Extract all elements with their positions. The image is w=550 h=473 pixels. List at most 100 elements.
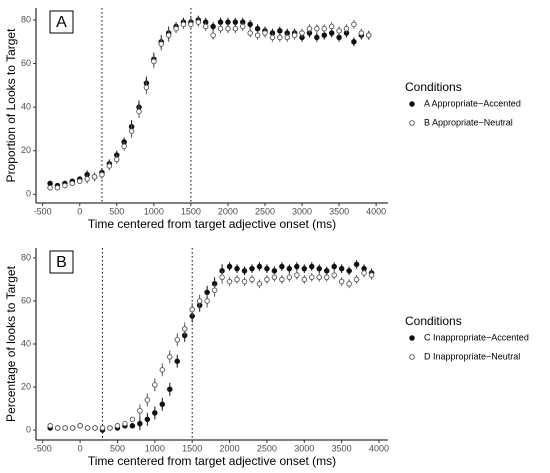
point (158, 41, 164, 47)
point (262, 30, 268, 36)
point (144, 416, 151, 423)
x-tick-label: 2000 (220, 443, 240, 453)
point (99, 171, 105, 178)
panel-label: B (56, 254, 67, 271)
legend-key (409, 354, 415, 360)
point (314, 25, 320, 32)
point (284, 34, 290, 41)
point (174, 358, 180, 364)
point (232, 19, 239, 25)
point (226, 263, 233, 270)
legend-key (409, 120, 415, 126)
x-tick-label: 500 (110, 443, 125, 453)
x-tick-label: 0 (78, 443, 83, 453)
point (106, 163, 113, 169)
y-tick-label: 80 (21, 14, 31, 24)
y-tick-label: 40 (21, 338, 31, 348)
point (314, 34, 320, 41)
y-tick-label: 20 (21, 381, 31, 391)
legend-label: B Appropriate−Neutral (424, 117, 513, 127)
point (122, 420, 128, 427)
point (225, 19, 231, 25)
y-tick-label: 60 (21, 295, 31, 305)
y-tick-label: 0 (26, 424, 31, 434)
point (254, 25, 261, 32)
point (249, 265, 255, 272)
point (196, 298, 203, 304)
point (331, 272, 337, 278)
x-tick-label: 3500 (329, 206, 349, 216)
point (137, 407, 143, 414)
panel-label-box (49, 250, 74, 274)
point (336, 34, 342, 41)
point (309, 274, 315, 281)
point (165, 32, 172, 38)
point (69, 180, 76, 187)
point (306, 25, 313, 32)
x-axis-label: Time centered from target adjective onse… (88, 454, 336, 468)
point (271, 268, 278, 274)
point (351, 21, 357, 28)
x-tick-label: 3000 (294, 443, 314, 453)
x-tick-label: 500 (109, 206, 124, 216)
point (77, 423, 83, 429)
x-tick-label: -500 (34, 206, 52, 216)
point (358, 30, 365, 36)
point (254, 32, 261, 38)
point (269, 34, 276, 41)
point (264, 276, 270, 283)
point (129, 423, 136, 429)
panel-label: A (56, 14, 67, 31)
point (271, 274, 278, 281)
point (225, 25, 231, 32)
point (114, 156, 120, 163)
point (151, 58, 157, 65)
point (137, 420, 143, 427)
point (264, 265, 270, 272)
point (338, 278, 345, 285)
point (129, 416, 136, 423)
point (256, 280, 263, 287)
point (316, 265, 322, 272)
point (331, 263, 337, 270)
point (219, 274, 225, 281)
legend-label: A Appropriate−Accented (424, 98, 521, 108)
legend-key (409, 101, 415, 107)
point (286, 265, 293, 272)
point (241, 268, 248, 274)
point (321, 25, 328, 32)
point (241, 278, 248, 285)
point (121, 143, 127, 150)
x-axis-label: Time centered from target adjective onse… (88, 217, 336, 231)
point (189, 306, 195, 313)
point (247, 21, 253, 28)
x-tick-label: 0 (77, 206, 82, 216)
point (180, 21, 187, 28)
y-axis-label: Percentage of looks to Target (4, 265, 18, 422)
point (286, 274, 293, 281)
point (210, 23, 216, 30)
point (351, 39, 357, 45)
legend-title: Conditions (405, 80, 462, 94)
point (346, 268, 352, 274)
point (204, 289, 210, 296)
point (323, 268, 330, 274)
point (240, 23, 246, 30)
point (91, 174, 98, 180)
point (84, 425, 91, 431)
x-tick-label: 1500 (181, 206, 201, 216)
panel-label-box (49, 10, 74, 34)
point (152, 382, 158, 388)
point (234, 265, 240, 272)
point (173, 25, 179, 32)
point (99, 425, 106, 431)
point (202, 23, 209, 30)
x-tick-label: 4000 (366, 206, 386, 216)
point (232, 25, 239, 32)
point (107, 425, 113, 431)
y-tick-label: 80 (21, 252, 31, 262)
y-tick-label: 60 (21, 58, 31, 68)
x-tick-label: 1000 (144, 206, 164, 216)
point (128, 128, 135, 134)
point (249, 276, 255, 283)
